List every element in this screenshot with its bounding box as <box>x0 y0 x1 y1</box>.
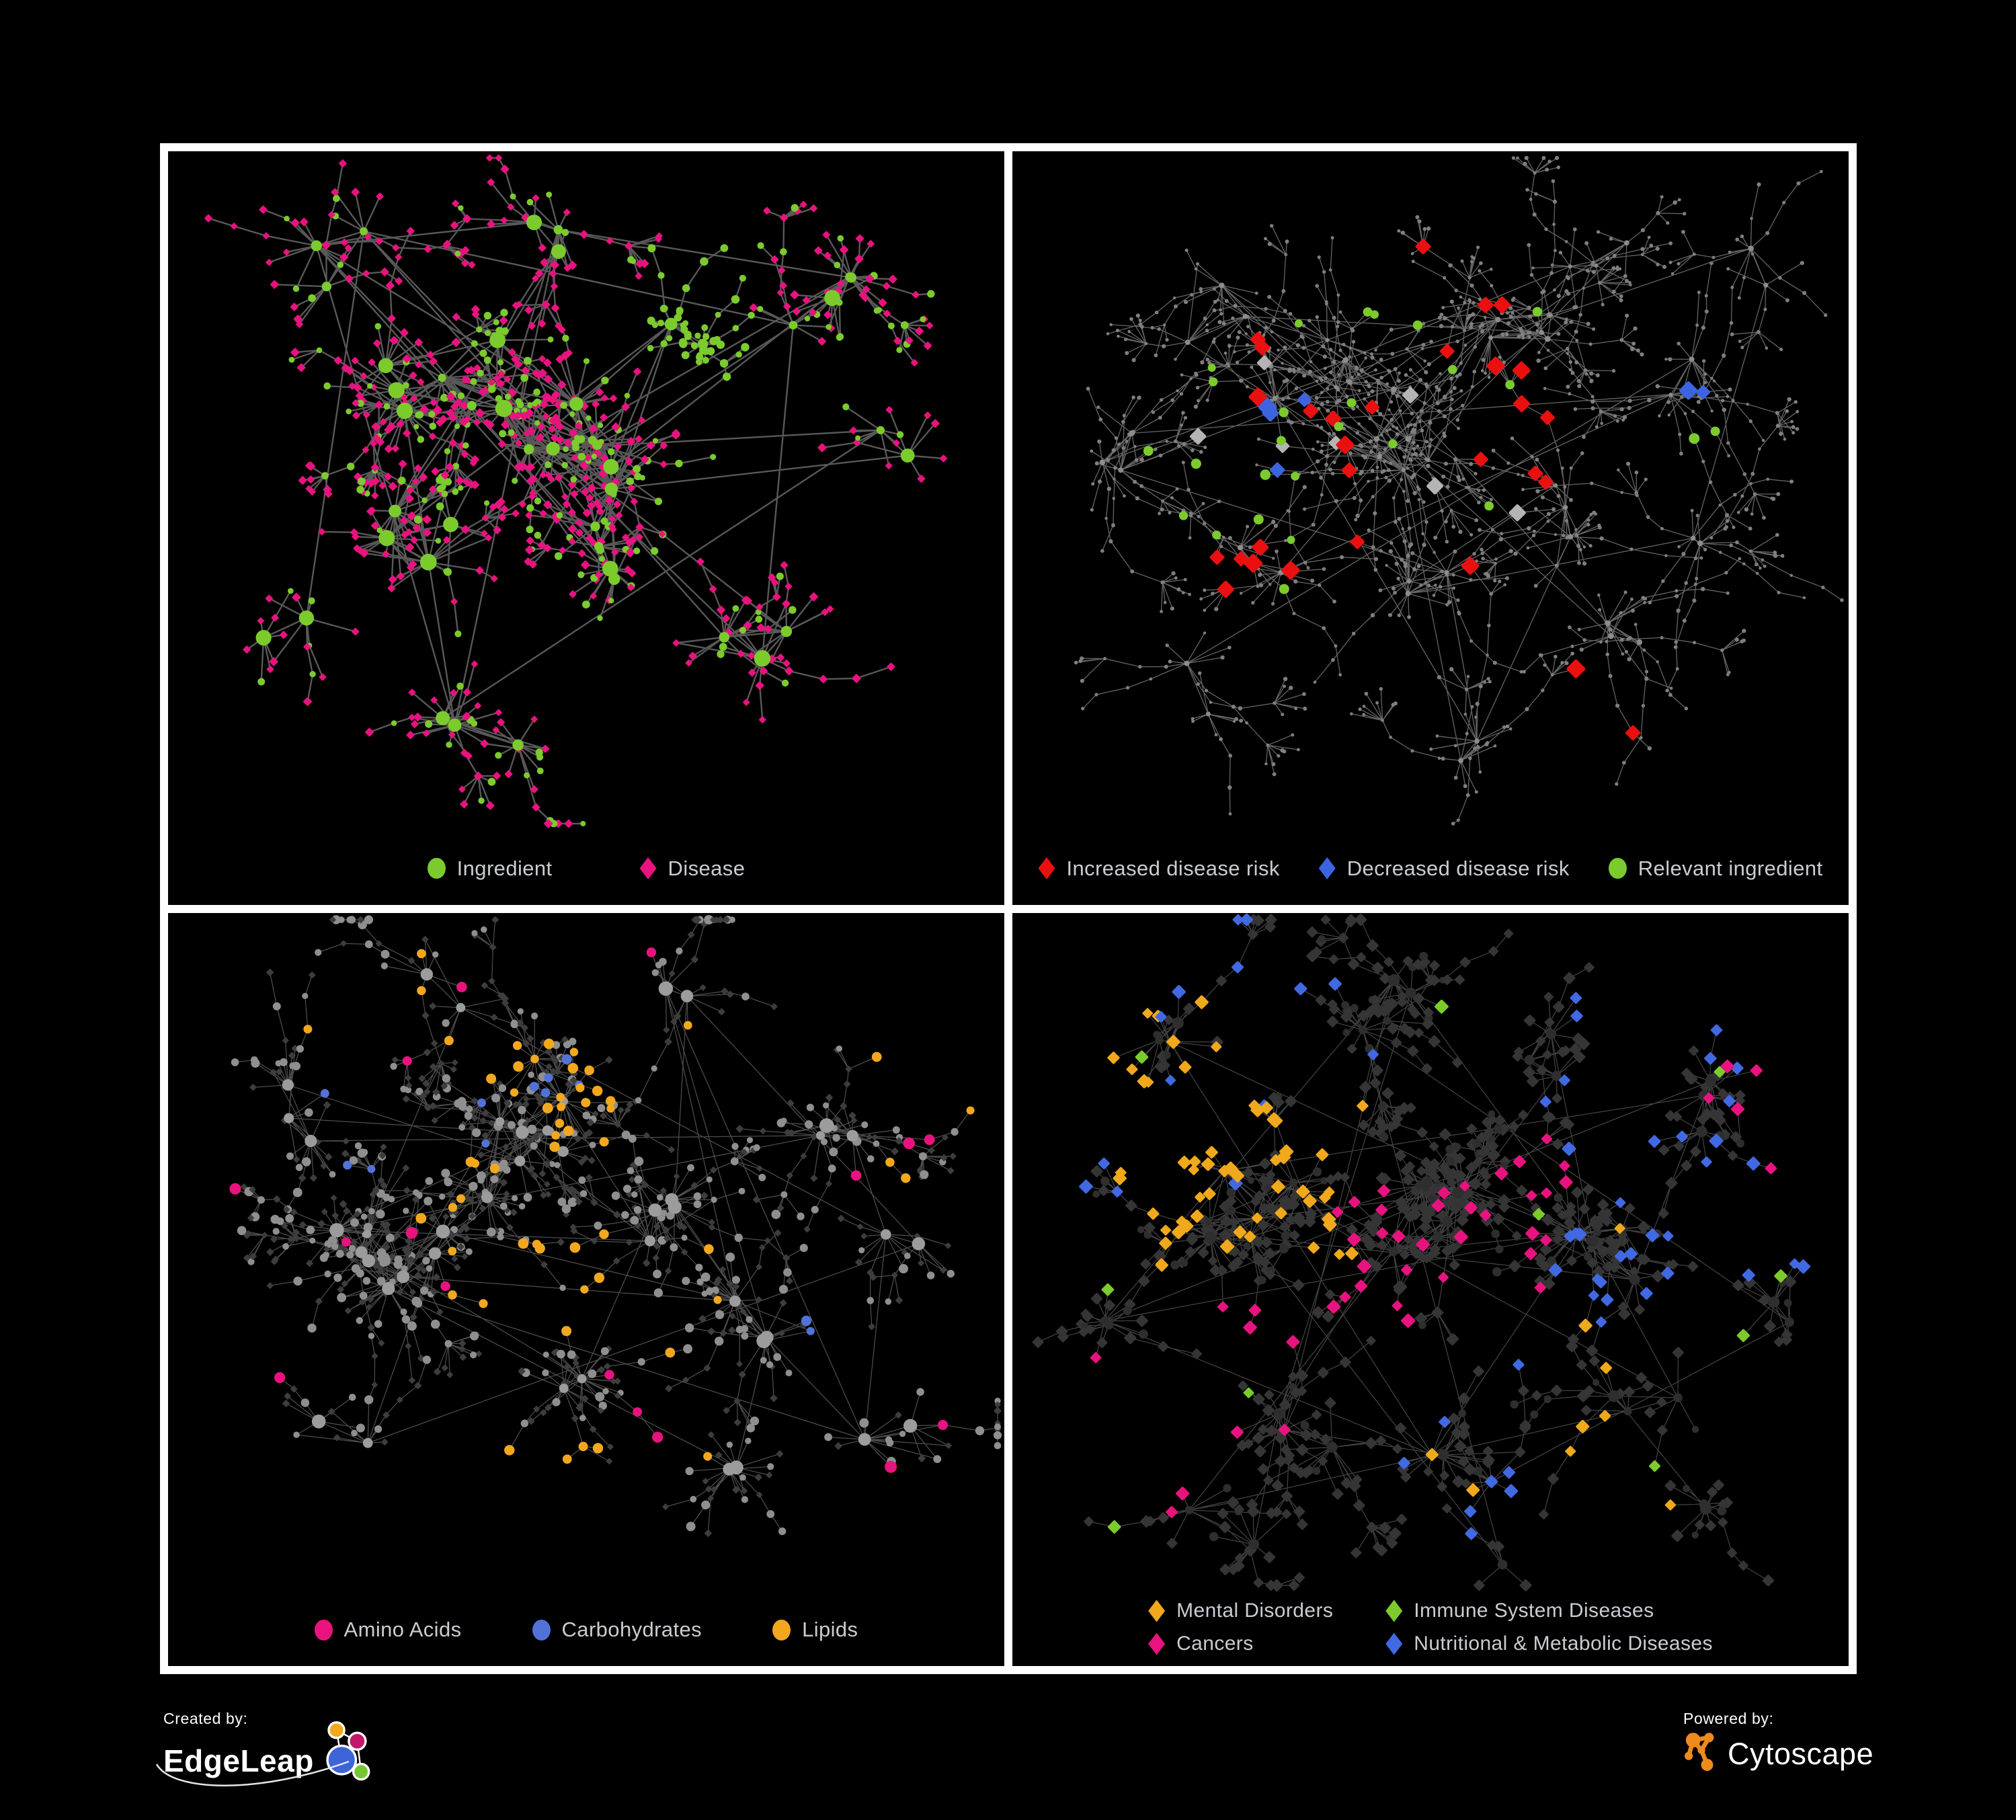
legend-label: Disease <box>668 856 745 880</box>
immune-diseases-node-icon <box>1385 1599 1403 1622</box>
legend-label: Relevant ingredient <box>1638 856 1823 880</box>
cytoscape-wordmark: Cytoscape <box>1728 1736 1874 1771</box>
disease-risk-network-graph <box>1074 155 1844 826</box>
nutritional-metabolic-node-icon <box>1385 1632 1403 1655</box>
edgeleap-node-orange <box>327 1721 346 1739</box>
edgeleap-logo <box>326 1721 370 1781</box>
legend-label: Increased disease risk <box>1066 856 1280 880</box>
ingredient-categories-network-graph <box>229 914 1002 1537</box>
edgeleap-node-blue <box>326 1744 357 1776</box>
mental-disorders-node-icon <box>1148 1599 1166 1622</box>
legend-ingredient-categories: Amino Acids Carbohydrates Lipids <box>168 1618 1004 1642</box>
created-by-label: Created by: <box>163 1710 248 1727</box>
panel-ingredient-categories: Amino Acids Carbohydrates Lipids <box>168 912 1004 1666</box>
legend-item-disease: Disease <box>639 856 745 881</box>
edgeleap-wordmark: EdgeLeap <box>163 1743 314 1778</box>
legend-label: Nutritional & Metabolic Diseases <box>1414 1632 1713 1655</box>
legend-label: Immune System Diseases <box>1414 1599 1654 1622</box>
legend-item-nutritional-metabolic: Nutritional & Metabolic Diseases <box>1385 1632 1713 1655</box>
panel-disease-categories: Mental Disorders Immune System Diseases … <box>1012 912 1849 1666</box>
legend-item-relevant-ingredient: Relevant ingredient <box>1608 856 1823 881</box>
cytoscape-brand: Cytoscape <box>1683 1731 1873 1776</box>
legend-label: Cancers <box>1176 1632 1254 1655</box>
legend-label: Decreased disease risk <box>1346 856 1570 880</box>
panel-disease-risk: Increased disease risk Decreased disease… <box>1012 151 1849 905</box>
legend-label: Carbohydrates <box>561 1618 702 1641</box>
edgeleap-node-magenta <box>347 1731 367 1751</box>
powered-by-block: Powered by: Cytoscape <box>1683 1710 1873 1776</box>
disease-categories-network-graph <box>1032 913 1811 1591</box>
lipids-node-icon <box>772 1619 791 1640</box>
legend-label: Mental Disorders <box>1176 1599 1334 1622</box>
legend-label: Lipids <box>802 1618 858 1641</box>
legend-label: Amino Acids <box>344 1618 462 1641</box>
amino-acids-node-icon <box>314 1619 333 1640</box>
legend-ingredient-disease: Ingredient Disease <box>168 857 1004 881</box>
legend-item-carbohydrates: Carbohydrates <box>532 1618 702 1642</box>
increased-risk-node-icon <box>1038 857 1055 879</box>
legend-item-ingredient: Ingredient <box>427 856 553 881</box>
ingredient-node-icon <box>427 858 446 879</box>
carbohydrates-node-icon <box>532 1619 551 1640</box>
legend-disease-categories: Mental Disorders Immune System Diseases … <box>1012 1599 1849 1655</box>
legend-item-mental-disorders: Mental Disorders <box>1148 1599 1333 1622</box>
legend-item-decreased-risk: Decreased disease risk <box>1318 856 1570 881</box>
legend-item-amino-acids: Amino Acids <box>314 1618 462 1642</box>
legend-item-immune-diseases: Immune System Diseases <box>1385 1599 1654 1622</box>
disease-node-icon <box>639 857 657 879</box>
edgeleap-node-green <box>352 1762 370 1781</box>
ingredient-disease-network-graph <box>204 154 948 828</box>
cancers-node-icon <box>1148 1632 1166 1655</box>
legend-item-increased-risk: Increased disease risk <box>1038 856 1280 881</box>
legend-label: Ingredient <box>456 856 553 880</box>
panel-ingredient-disease: Ingredient Disease <box>168 151 1004 905</box>
legend-disease-risk: Increased disease risk Decreased disease… <box>1012 857 1849 881</box>
decreased-risk-node-icon <box>1318 857 1336 879</box>
relevant-ingredient-node-icon <box>1608 858 1627 879</box>
network-panels-grid: Ingredient Disease Increased disease ris… <box>160 143 1857 1674</box>
edgeleap-brand: EdgeLeap <box>155 1721 376 1791</box>
legend-item-lipids: Lipids <box>772 1618 858 1642</box>
cytoscape-logo <box>1684 1733 1714 1771</box>
created-by-block: Created by: EdgeLeap <box>155 1710 376 1791</box>
powered-by-label: Powered by: <box>1683 1710 1774 1727</box>
legend-item-cancers: Cancers <box>1148 1632 1254 1655</box>
